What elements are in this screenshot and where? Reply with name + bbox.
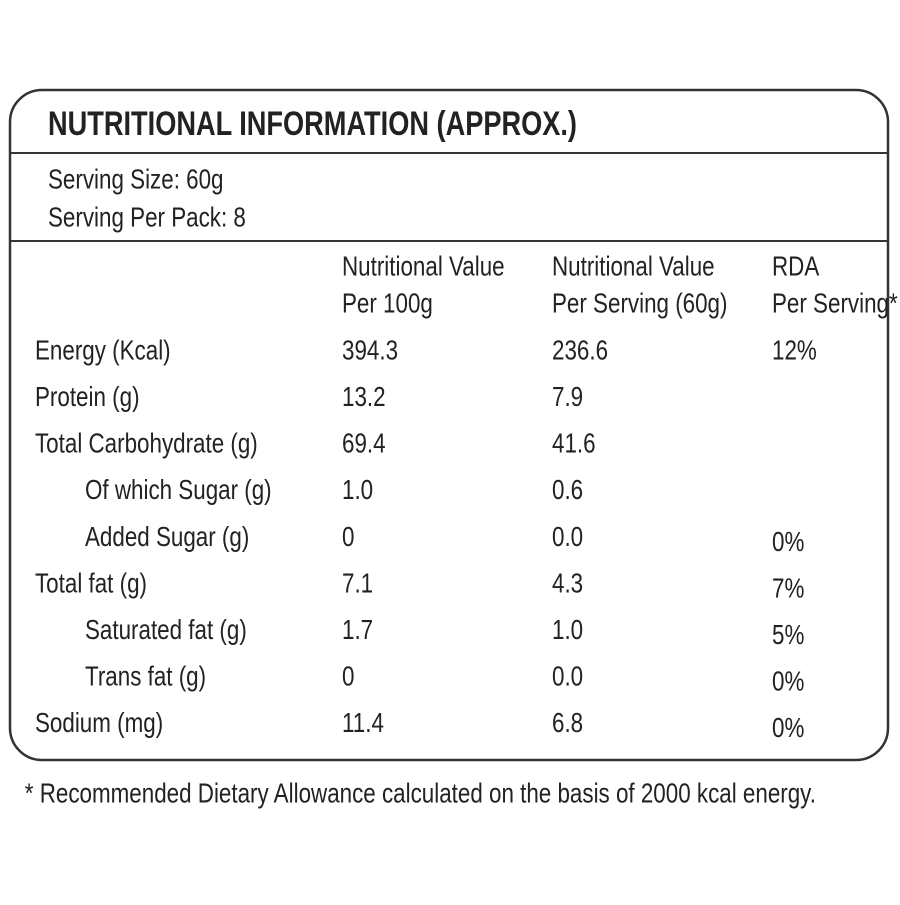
cell: 0.6	[552, 475, 583, 506]
cell: 13.2	[342, 382, 386, 413]
serving-size: Serving Size: 60g	[48, 164, 224, 195]
cell: 69.4	[342, 428, 386, 459]
column-header: Per 100g	[342, 288, 433, 319]
column-header: Per Serving*	[772, 288, 898, 319]
cell: 0	[342, 522, 354, 553]
column-header: RDA	[772, 251, 819, 282]
column-header: Per Serving (60g)	[552, 288, 727, 319]
column-header: Nutritional Value	[342, 251, 505, 282]
row-label: Energy (Kcal)	[35, 335, 171, 366]
row-label: Total fat (g)	[35, 568, 147, 599]
cell: 0%	[772, 666, 804, 697]
cell: 236.6	[552, 335, 608, 366]
row-label: Saturated fat (g)	[85, 615, 247, 646]
cell: 0.0	[552, 522, 583, 553]
cell: 7%	[772, 573, 804, 604]
cell: 1.0	[552, 615, 583, 646]
row-label: Protein (g)	[35, 382, 140, 413]
row-label: Total Carbohydrate (g)	[35, 428, 258, 459]
cell: 6.8	[552, 708, 583, 739]
text-layer: NUTRITIONAL INFORMATION (APPROX.) Servin…	[25, 104, 898, 809]
cell: 1.7	[342, 615, 373, 646]
cell: 4.3	[552, 568, 583, 599]
column-header: Nutritional Value	[552, 251, 715, 282]
row-label: Of which Sugar (g)	[85, 475, 272, 506]
cell: 0	[342, 661, 354, 692]
cell: 11.4	[342, 708, 384, 739]
row-label: Sodium (mg)	[35, 708, 163, 739]
cell: 41.6	[552, 428, 596, 459]
title: NUTRITIONAL INFORMATION (APPROX.)	[48, 104, 577, 143]
cell: 1.0	[342, 475, 373, 506]
cell: 0%	[772, 713, 804, 744]
cell: 5%	[772, 620, 804, 651]
row-label: Added Sugar (g)	[85, 522, 249, 553]
cell: 0%	[772, 527, 804, 558]
footnote: * Recommended Dietary Allowance calculat…	[25, 778, 816, 809]
row-label: Trans fat (g)	[85, 661, 206, 692]
cell: 7.1	[342, 568, 373, 599]
cell: 394.3	[342, 335, 398, 366]
cell: 12%	[772, 335, 817, 366]
cell: 0.0	[552, 661, 583, 692]
cell: 7.9	[552, 382, 583, 413]
frame	[8, 88, 890, 762]
serving-per-pack: Serving Per Pack: 8	[48, 202, 246, 233]
